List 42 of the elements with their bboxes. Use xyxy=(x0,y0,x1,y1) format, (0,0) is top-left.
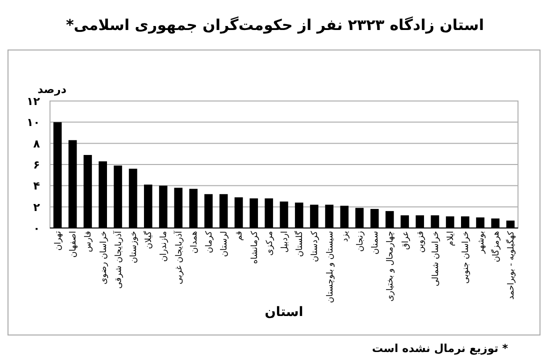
y-tick-label: ۰ xyxy=(33,222,40,235)
y-tick-label: ۴ xyxy=(33,180,40,193)
x-tick-label: کرمانشاه xyxy=(250,230,260,264)
x-tick-label: بوشهر xyxy=(476,231,486,254)
y-tick-label: ۲ xyxy=(33,200,40,214)
x-tick-label: مرکزی xyxy=(264,231,275,256)
x-tick-label: خراسان جنوبی xyxy=(461,231,472,284)
x-tick-label: خراسان شمالی xyxy=(430,231,441,286)
x-tick-label: مازندران xyxy=(159,231,170,262)
x-tick-label: فارس xyxy=(84,231,94,252)
x-tick-label: ایلام xyxy=(446,231,456,246)
x-tick-label: اصفهان xyxy=(68,231,79,258)
x-tick-label: زنجان xyxy=(355,231,366,252)
x-tick-label: گلستان xyxy=(294,230,306,257)
x-tick-label: یزد xyxy=(340,230,350,242)
x-axis-title: استان xyxy=(264,305,304,320)
x-tick-label: آذربایجان غربی xyxy=(173,230,184,284)
chart-title: استان زادگاه ۲۳۲۳ نفر از حکومت‌گران جمهوری اسلامی* xyxy=(66,16,484,34)
x-tick-label: عراق xyxy=(400,231,411,250)
y-tick-label: ۱۲ xyxy=(26,95,40,108)
x-tick-label: خراسان رضوی xyxy=(98,231,109,284)
x-tick-label: قم xyxy=(234,231,245,241)
y-tick-label: ۶ xyxy=(33,158,40,172)
x-tick-label: لرستان xyxy=(220,231,230,257)
x-tick-label: قزوین xyxy=(416,231,426,253)
x-tick-label: کرمان xyxy=(204,230,215,254)
x-tick-label: سیستان و بلوچستان xyxy=(325,231,336,303)
x-tick-label: خوزستان xyxy=(129,231,140,264)
x-tick-label: گیلان xyxy=(143,230,154,249)
x-tick-label: کردستان xyxy=(310,230,320,262)
text: * توزیع نرمال نشده است xyxy=(372,342,508,355)
x-tick-label: اردبیل xyxy=(280,231,290,253)
x-tick-label: سمنان xyxy=(370,231,381,254)
x-tick-label: چهارمحال و بختیاری xyxy=(386,231,396,302)
x-tick-label: تهران xyxy=(54,230,64,251)
y-tick-label: ۸ xyxy=(33,137,40,150)
x-tick-label: کهگیلویه - بویراحمد xyxy=(505,230,516,300)
x-tick-label: همدان xyxy=(189,231,200,254)
x-tick-label: هرمزگان xyxy=(490,231,502,262)
x-tick-label: آذربایجان شرقی xyxy=(112,230,124,289)
y-axis-title: درصد xyxy=(38,83,67,96)
y-tick-label: ۱۰ xyxy=(26,116,40,130)
